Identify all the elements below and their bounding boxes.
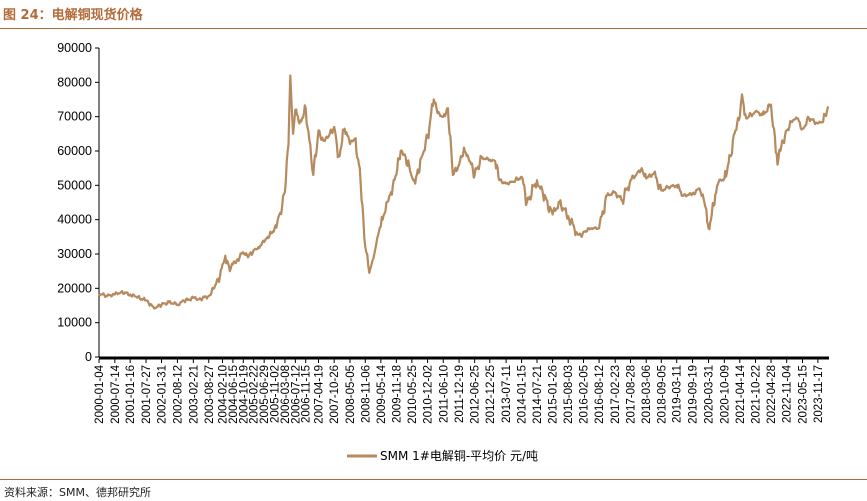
x-tick-label: 2019-09-19 [688,365,700,424]
x-tick-label: 2003-02-21 [188,365,200,424]
series-line [98,74,830,310]
x-tick-label: 2018-09-05 [656,365,668,424]
y-tick-label: 90000 [57,41,92,55]
x-tick-label: 2022-04-28 [766,365,778,424]
x-tick-label: 2011-06-10 [438,365,450,423]
x-tick-label: 2000-01-04 [94,364,106,423]
y-tick-label: 80000 [57,75,92,89]
x-tick-label: 2020-03-31 [704,365,716,424]
x-tick-label: 2002-01-31 [157,365,169,424]
y-axis: 0 10000 20000 30000 40000 50000 60000 70000 8000… [57,41,100,364]
x-tick-label: 2021-10-22 [751,365,763,424]
x-axis: 2000-01-04 2000-07-14 2001-01-16 2001-07-27… [94,356,829,424]
x-tick-label: 2004-06-15 [228,365,240,424]
figure-title: 图 24：电解铜现货价格 [3,8,143,23]
y-tick-label: 60000 [57,144,92,158]
x-tick-label: 2018-03-06 [641,365,653,424]
x-tick-label: 2008-11-06 [360,365,372,423]
x-tick-label: 2012-06-25 [470,365,482,424]
x-tick-label: 2009-11-18 [391,365,403,423]
y-tick-label: 70000 [57,110,92,124]
x-tick-label: 2016-02-05 [579,365,591,424]
y-tick-label: 40000 [57,213,92,227]
y-tick-label: 30000 [57,247,92,261]
x-tick-label: 2008-05-05 [345,365,357,424]
x-tick-label: 2010-05-25 [407,365,419,424]
x-tick-label: 2006-11-15 [301,365,313,423]
x-tick-label: 2001-07-27 [141,365,153,424]
x-tick-label: 2005-06-29 [259,365,271,424]
x-tick-label: 2012-12-25 [485,365,497,424]
x-tick-label: 2016-08-12 [594,365,606,424]
footer-divider [0,479,867,480]
x-tick-label: 2009-05-14 [376,364,388,423]
y-tick-label: 0 [85,350,92,364]
x-tick-label: 2000-07-14 [110,364,122,423]
x-tick-label: 2023-05-15 [798,365,810,424]
source-note: 资料来源：SMM、德邦研究所 [4,486,151,499]
x-tick-label: 2023-11-17 [813,365,825,423]
x-tick-label: 2005-11-02 [270,365,282,423]
x-tick-label: 2022-11-04 [782,364,794,423]
x-tick-label: 2007-04-19 [314,365,326,424]
x-tick-label: 2015-08-03 [563,365,575,424]
x-tick-label: 2006-07-12 [290,365,302,424]
x-tick-label: 2001-01-16 [125,365,137,424]
y-tick-label: 10000 [57,316,92,330]
x-tick-label: 2021-04-14 [735,364,747,423]
x-tick-label: 2005-02-22 [249,365,261,424]
x-tick-label: 2014-07-21 [532,365,544,424]
x-tick-label: 2004-02-10 [218,365,230,424]
legend-label: SMM 1#电解铜-平均价 元/吨 [380,448,538,463]
x-tick-label: 2011-12-19 [454,365,466,423]
y-tick-label: 20000 [57,281,92,295]
x-tick-label: 2017-08-28 [626,365,638,424]
x-tick-label: 2002-08-12 [172,365,184,424]
x-tick-label: 2006-03-08 [280,365,292,424]
x-tick-label: 2004-10-19 [238,365,250,424]
x-tick-label: 2017-02-23 [610,365,622,424]
x-tick-label: 2020-10-09 [719,365,731,424]
title-divider [0,28,867,29]
plot-area [98,74,830,310]
legend: SMM 1#电解铜-平均价 元/吨 [347,448,538,463]
x-tick-label: 2013-07-11 [501,365,513,423]
x-tick-label: 2014-01-15 [517,365,529,424]
x-tick-label: 2007-10-26 [329,365,341,424]
x-tick-label: 2015-01-26 [548,365,560,424]
x-tick-label: 2003-08-27 [204,365,216,424]
x-tick-label: 2010-12-02 [423,365,435,424]
x-tick-label: 2019-03-11 [672,365,684,423]
y-tick-label: 50000 [57,178,92,192]
